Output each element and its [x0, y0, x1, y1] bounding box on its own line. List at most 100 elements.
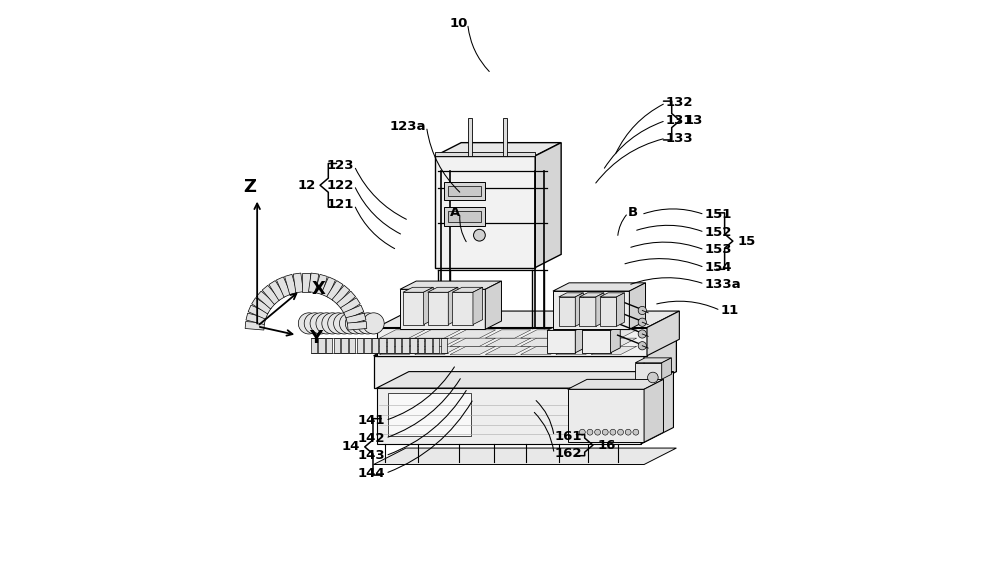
Text: A: A — [450, 206, 460, 219]
Polygon shape — [252, 298, 271, 314]
Polygon shape — [521, 330, 566, 338]
Circle shape — [351, 313, 372, 334]
Polygon shape — [276, 277, 291, 297]
Polygon shape — [318, 338, 325, 353]
Polygon shape — [347, 322, 367, 330]
Polygon shape — [444, 182, 485, 200]
Circle shape — [357, 313, 378, 334]
Polygon shape — [452, 292, 473, 325]
Polygon shape — [311, 338, 317, 353]
Polygon shape — [485, 338, 531, 346]
Polygon shape — [448, 288, 458, 325]
Text: 152: 152 — [705, 226, 732, 239]
Circle shape — [339, 313, 361, 334]
Polygon shape — [332, 285, 350, 305]
Polygon shape — [341, 338, 348, 353]
Text: 144: 144 — [358, 467, 385, 480]
Polygon shape — [568, 389, 644, 442]
Circle shape — [579, 429, 585, 435]
Text: 123: 123 — [327, 159, 354, 172]
Polygon shape — [559, 297, 575, 326]
Polygon shape — [448, 211, 481, 222]
Polygon shape — [644, 379, 663, 442]
Polygon shape — [452, 288, 483, 292]
Text: 142: 142 — [358, 432, 385, 445]
Polygon shape — [321, 277, 335, 297]
Polygon shape — [403, 292, 424, 325]
Polygon shape — [357, 338, 363, 353]
Polygon shape — [450, 346, 496, 355]
Polygon shape — [600, 293, 625, 297]
Circle shape — [638, 306, 646, 315]
Polygon shape — [635, 358, 671, 363]
Polygon shape — [450, 338, 496, 346]
Polygon shape — [641, 372, 673, 444]
Circle shape — [638, 342, 646, 350]
Polygon shape — [337, 291, 356, 309]
Text: 133: 133 — [666, 132, 693, 145]
Polygon shape — [377, 311, 679, 328]
Polygon shape — [600, 297, 616, 326]
Polygon shape — [424, 288, 433, 325]
Polygon shape — [575, 293, 583, 326]
Circle shape — [322, 313, 343, 334]
Polygon shape — [402, 338, 409, 353]
Polygon shape — [364, 338, 371, 353]
Polygon shape — [485, 346, 531, 355]
Polygon shape — [245, 322, 264, 330]
Polygon shape — [635, 363, 662, 379]
Text: 153: 153 — [705, 243, 732, 256]
Circle shape — [602, 429, 608, 435]
Polygon shape — [559, 293, 583, 297]
Polygon shape — [372, 338, 378, 353]
Polygon shape — [302, 273, 310, 292]
Text: 162: 162 — [554, 447, 582, 460]
Polygon shape — [309, 273, 319, 293]
Circle shape — [610, 429, 616, 435]
Polygon shape — [379, 346, 425, 355]
Polygon shape — [468, 118, 472, 156]
Polygon shape — [435, 152, 535, 156]
Polygon shape — [435, 143, 561, 156]
Polygon shape — [379, 338, 425, 346]
Polygon shape — [377, 388, 641, 444]
Polygon shape — [334, 338, 340, 353]
Text: 131: 131 — [666, 114, 693, 127]
Polygon shape — [547, 330, 575, 353]
Text: 122: 122 — [327, 179, 354, 192]
Polygon shape — [349, 338, 355, 353]
Polygon shape — [568, 379, 663, 389]
Text: 10: 10 — [449, 17, 468, 30]
Polygon shape — [485, 330, 531, 338]
Polygon shape — [341, 298, 360, 314]
Polygon shape — [521, 338, 566, 346]
Polygon shape — [248, 305, 268, 319]
Polygon shape — [379, 338, 386, 353]
Circle shape — [633, 429, 639, 435]
Text: 121: 121 — [327, 198, 354, 211]
Text: 161: 161 — [554, 430, 582, 443]
Circle shape — [638, 318, 646, 326]
Polygon shape — [556, 338, 601, 346]
Text: 143: 143 — [358, 449, 385, 462]
Polygon shape — [535, 143, 561, 268]
Polygon shape — [485, 281, 501, 329]
Circle shape — [474, 229, 485, 241]
Polygon shape — [553, 283, 646, 291]
Polygon shape — [415, 330, 460, 338]
Polygon shape — [400, 289, 485, 329]
Polygon shape — [403, 288, 433, 292]
Text: 154: 154 — [705, 261, 732, 274]
Polygon shape — [387, 338, 394, 353]
Text: 141: 141 — [358, 414, 385, 427]
Polygon shape — [395, 338, 401, 353]
Text: X: X — [312, 280, 326, 298]
Polygon shape — [556, 330, 601, 338]
Polygon shape — [553, 291, 629, 329]
Polygon shape — [428, 292, 448, 325]
Polygon shape — [344, 305, 364, 319]
Polygon shape — [450, 330, 496, 338]
Circle shape — [363, 313, 384, 334]
Polygon shape — [441, 338, 447, 353]
Polygon shape — [377, 328, 647, 356]
